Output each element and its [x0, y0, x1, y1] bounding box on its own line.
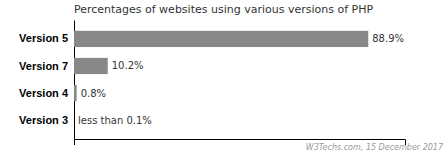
- tick-label: Version 5: [19, 32, 68, 44]
- tick: Version 4: [19, 87, 74, 99]
- bars: [74, 31, 368, 101]
- chart: Percentages of websites using various ve…: [0, 0, 447, 153]
- y-axis: Version 5 Version 7 Version 4 Version 3: [19, 21, 74, 140]
- bar: [74, 31, 368, 47]
- annotation: W3Techs.com, 15 December 2017: [306, 143, 444, 152]
- tick-label: Version 7: [19, 59, 68, 71]
- data-label: 10.2%: [112, 60, 144, 71]
- bar: [74, 112, 75, 128]
- tick-label: Version 3: [19, 114, 68, 126]
- tick: Version 7: [19, 59, 74, 71]
- data-labels: 88.9% 10.2% 0.8% less than 0.1%: [78, 33, 404, 125]
- plot: Version 5 Version 7 Version 4 Version 3 88.9…: [19, 21, 405, 146]
- data-label: 0.8%: [81, 88, 106, 99]
- tick: Version 3: [19, 114, 74, 126]
- tick-label: Version 4: [19, 87, 69, 99]
- bar: [74, 58, 108, 74]
- bar: [74, 85, 77, 101]
- tick: Version 5: [19, 32, 74, 44]
- data-label: 88.9%: [372, 33, 404, 44]
- title: Percentages of websites using various ve…: [74, 3, 374, 16]
- data-label: less than 0.1%: [78, 115, 152, 126]
